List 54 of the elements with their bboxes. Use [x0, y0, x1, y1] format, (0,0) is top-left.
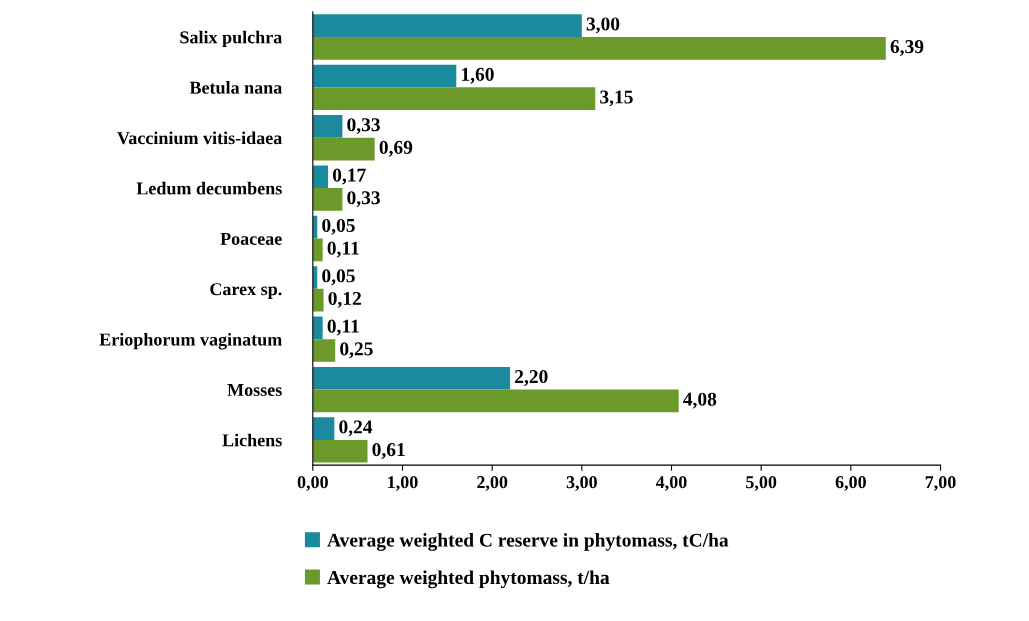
- x-tick-label: 1,00: [388, 476, 418, 491]
- bar: [312, 115, 343, 138]
- y-tick-label: Carex sp.: [210, 283, 282, 299]
- x-tick-label: 4,00: [655, 476, 687, 491]
- bar: [312, 288, 324, 312]
- data-label: 0,69: [379, 140, 413, 157]
- data-label: 0,25: [340, 342, 373, 359]
- data-label: 3,15: [600, 90, 633, 107]
- bar: [312, 266, 318, 289]
- bar: [312, 87, 596, 111]
- data-label: 2,20: [515, 369, 548, 386]
- y-tick-label: Lichens: [222, 433, 282, 447]
- x-tick-label: 0,00: [297, 476, 328, 491]
- y-tick-label: Betula nana: [189, 81, 282, 94]
- data-label: 1,60: [462, 67, 494, 84]
- bar: [312, 165, 329, 189]
- y-tick-label: Mosses: [227, 384, 282, 397]
- data-label: 6,39: [890, 40, 924, 56]
- y-tick-label: Ledum decumbens: [136, 181, 282, 195]
- bar: [312, 14, 582, 37]
- bar: [312, 238, 323, 262]
- data-label: 0,11: [327, 241, 359, 258]
- data-label: 0,61: [372, 443, 405, 459]
- bar: [312, 417, 335, 440]
- bar: [312, 366, 511, 390]
- data-label: 0,05: [322, 269, 355, 286]
- data-label: 3,00: [586, 17, 620, 34]
- legend-label: Average weighted phytomass, t/ha: [327, 570, 610, 589]
- bar: [312, 389, 679, 413]
- legend-label: Average weighted C reserve in phytomass, tC/ha: [327, 533, 729, 551]
- y-tick-label: Salix pulchra: [180, 30, 282, 48]
- data-label: 0,12: [328, 291, 361, 308]
- y-tick-label: Vaccinium vitis-idaea: [117, 131, 282, 145]
- x-tick-label: 3,00: [566, 476, 597, 491]
- bar: [312, 36, 886, 60]
- data-label: 0,17: [332, 168, 366, 185]
- data-label: 0,05: [322, 218, 355, 235]
- bar: [312, 316, 323, 340]
- data-label: 0,33: [347, 118, 380, 135]
- data-label: 0,24: [339, 420, 373, 437]
- y-tick-label: Eriophorum vaginatum: [99, 332, 282, 350]
- data-label: 0,11: [327, 319, 359, 336]
- bar: [312, 439, 368, 463]
- x-tick-label: 2,00: [477, 476, 508, 491]
- data-label: 0,33: [347, 191, 380, 208]
- y-tick-label: Poaceae: [220, 232, 282, 245]
- x-tick-label: 5,00: [746, 476, 777, 491]
- bar: [312, 64, 457, 88]
- bar: [312, 188, 343, 211]
- data-label: 4,08: [683, 392, 717, 409]
- bar: [312, 137, 375, 161]
- x-tick-label: 7,00: [925, 476, 956, 491]
- x-tick-label: 6,00: [835, 476, 866, 491]
- bar: [312, 339, 336, 362]
